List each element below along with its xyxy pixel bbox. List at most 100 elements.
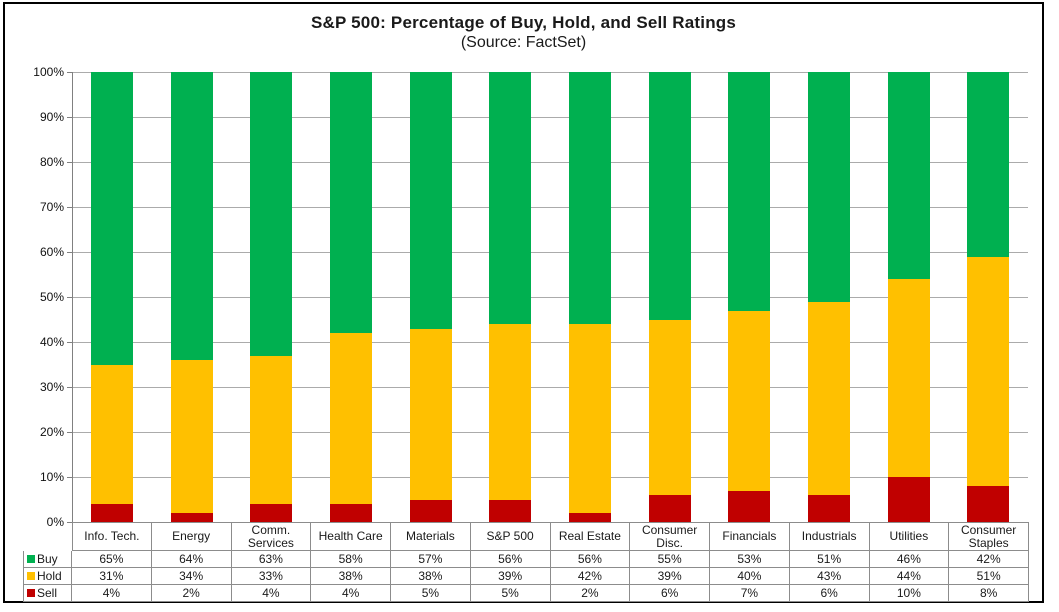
gridline xyxy=(73,117,1028,118)
category-header-cell: Consumer Disc. xyxy=(630,522,710,551)
bar-segment-sell xyxy=(648,495,691,522)
bar-segment-sell xyxy=(967,486,1010,522)
gridline xyxy=(73,162,1028,163)
bar-segment-sell xyxy=(807,495,850,522)
bar-segment-buy xyxy=(250,72,293,356)
legend-label: Hold xyxy=(37,568,62,583)
category-header-cell: S&P 500 xyxy=(470,522,551,551)
gridline xyxy=(73,477,1028,478)
value-cell: 51% xyxy=(949,568,1029,585)
y-tick-label: 70% xyxy=(39,200,64,214)
bar-segment-buy xyxy=(887,72,930,279)
legend-key-sell: Sell xyxy=(23,585,72,602)
bar-segment-hold xyxy=(568,324,611,513)
bar-stack xyxy=(170,72,213,522)
bar-stack xyxy=(489,72,532,522)
y-tick-label: 40% xyxy=(39,335,64,349)
bar-segment-buy xyxy=(568,72,611,324)
bar-stack xyxy=(250,72,293,522)
y-axis-line xyxy=(72,72,73,522)
value-cell: 51% xyxy=(789,551,870,568)
table-corner-cell xyxy=(23,522,72,551)
data-table: Info. Tech. Energy Comm. Services Health Ca… xyxy=(23,522,1029,602)
value-cell: 5% xyxy=(470,585,551,602)
value-cell: 63% xyxy=(231,551,312,568)
bar-segment-sell xyxy=(170,513,213,522)
y-tick-label: 80% xyxy=(39,155,64,169)
value-cell: 33% xyxy=(231,568,312,585)
bar-segment-buy xyxy=(90,72,133,365)
y-tick-label: 20% xyxy=(39,425,64,439)
plot-area: 0% 10% 20% 30% 40% 50% 60% 70% 80% 90% 100% xyxy=(5,4,1042,601)
bar-segment-hold xyxy=(648,319,691,495)
bar-stack xyxy=(967,72,1010,522)
gridline xyxy=(73,342,1028,343)
bar-stack xyxy=(90,72,133,522)
bar-segment-buy xyxy=(329,72,372,333)
category-header-cell: Industrials xyxy=(789,522,870,551)
value-cell: 42% xyxy=(949,551,1029,568)
bar-segment-sell xyxy=(90,504,133,522)
value-cell: 4% xyxy=(311,585,391,602)
y-axis-tick xyxy=(67,72,72,73)
bar-stack xyxy=(887,72,930,522)
y-axis-tick xyxy=(67,387,72,388)
chart-frame: S&P 500: Percentage of Buy, Hold, and Se… xyxy=(3,2,1044,603)
y-axis-tick xyxy=(67,477,72,478)
value-cell: 58% xyxy=(311,551,391,568)
bar-segment-hold xyxy=(409,328,452,500)
category-header-cell: Materials xyxy=(391,522,471,551)
y-tick-label: 90% xyxy=(39,110,64,124)
bar-stack xyxy=(648,72,691,522)
value-cell: 38% xyxy=(391,568,471,585)
y-tick-label: 50% xyxy=(39,290,64,304)
bar-segment-sell xyxy=(568,513,611,522)
hold-swatch xyxy=(27,572,35,580)
bar-segment-buy xyxy=(409,72,452,329)
bar-segment-hold xyxy=(250,355,293,504)
bar-segment-hold xyxy=(967,256,1010,486)
value-cell: 44% xyxy=(869,568,950,585)
value-cell: 43% xyxy=(789,568,870,585)
value-cell: 56% xyxy=(550,551,631,568)
gridline xyxy=(73,297,1028,298)
bar-segment-sell xyxy=(329,504,372,522)
value-cell: 4% xyxy=(231,585,312,602)
y-tick-label: 60% xyxy=(39,245,64,259)
chart-title: S&P 500: Percentage of Buy, Hold, and Se… xyxy=(310,13,737,32)
gridline xyxy=(73,252,1028,253)
category-header-cell: Info. Tech. xyxy=(72,522,152,551)
bar-segment-hold xyxy=(728,310,771,491)
y-axis-tick xyxy=(67,117,72,118)
gridline xyxy=(73,432,1028,433)
y-axis-tick xyxy=(67,252,72,253)
value-cell: 34% xyxy=(151,568,232,585)
value-cell: 10% xyxy=(869,585,950,602)
value-cell: 6% xyxy=(789,585,870,602)
value-cell: 42% xyxy=(550,568,631,585)
y-axis-tick xyxy=(67,342,72,343)
bar-stack xyxy=(728,72,771,522)
category-header-cell: Utilities xyxy=(869,522,950,551)
value-cell: 2% xyxy=(550,585,631,602)
value-cell: 56% xyxy=(470,551,551,568)
bar-segment-hold xyxy=(489,324,532,500)
value-cell: 53% xyxy=(710,551,790,568)
bar-segment-buy xyxy=(728,72,771,311)
y-tick-label: 0% xyxy=(46,515,64,529)
y-axis-tick xyxy=(67,522,72,523)
gridline xyxy=(73,387,1028,388)
bar-segment-sell xyxy=(250,504,293,522)
value-cell: 8% xyxy=(949,585,1029,602)
bar-stack xyxy=(568,72,611,522)
y-tick-label: 30% xyxy=(39,380,64,394)
bar-segment-sell xyxy=(887,477,930,522)
bar-segment-hold xyxy=(807,301,850,495)
bar-segment-buy xyxy=(807,72,850,302)
bar-segment-sell xyxy=(489,499,532,522)
bar-segment-sell xyxy=(728,490,771,522)
bar-stack xyxy=(807,72,850,522)
bar-stack xyxy=(329,72,372,522)
bar-segment-hold xyxy=(90,364,133,504)
category-header-cell: Real Estate xyxy=(550,522,631,551)
